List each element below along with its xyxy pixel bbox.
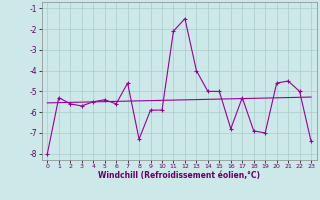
X-axis label: Windchill (Refroidissement éolien,°C): Windchill (Refroidissement éolien,°C) <box>98 171 260 180</box>
